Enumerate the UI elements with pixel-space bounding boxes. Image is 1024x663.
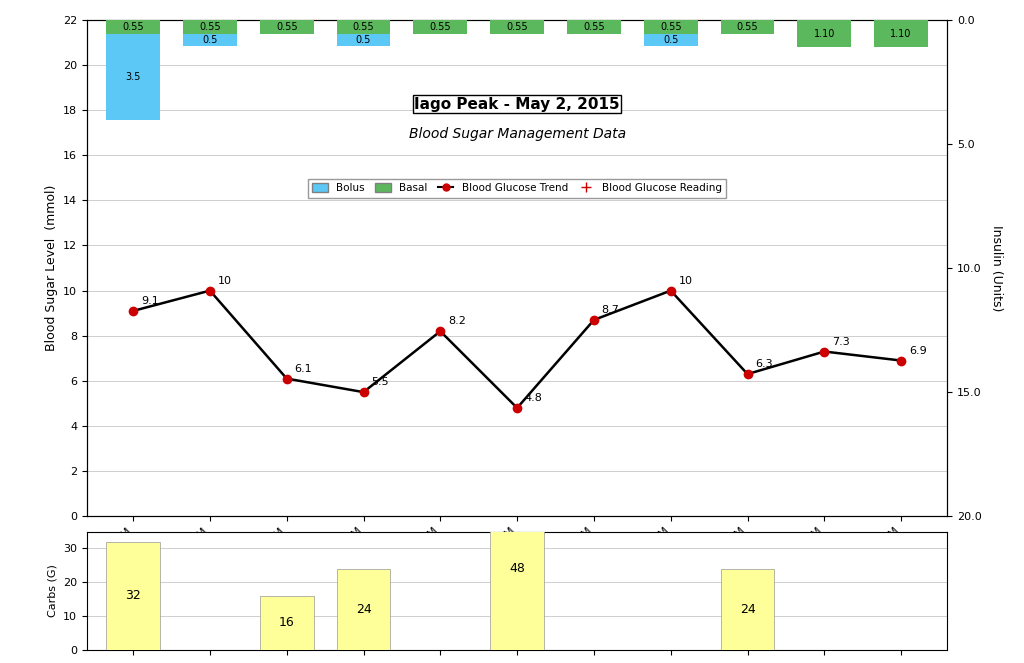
Text: Iago Peak - May 2, 2015: Iago Peak - May 2, 2015: [415, 97, 620, 112]
Text: 32: 32: [125, 589, 141, 602]
Text: 8.7: 8.7: [602, 305, 620, 315]
Bar: [490, 20, 544, 34]
Text: 6.1: 6.1: [295, 364, 312, 374]
Text: 7.3: 7.3: [833, 337, 850, 347]
Text: 0.5: 0.5: [663, 34, 679, 44]
Bar: [874, 20, 928, 47]
Bar: [337, 34, 390, 46]
Y-axis label: Insulin (Units): Insulin (Units): [989, 225, 1002, 311]
Legend: Bolus, Basal, Blood Glucose Trend, Blood Glucose Reading: Bolus, Basal, Blood Glucose Trend, Blood…: [308, 179, 726, 198]
Y-axis label: Blood Sugar Level  (mmol): Blood Sugar Level (mmol): [44, 185, 57, 351]
Bar: [798, 20, 851, 47]
Text: 0.55: 0.55: [736, 22, 759, 32]
Text: Blood Sugar Management Data: Blood Sugar Management Data: [409, 127, 626, 141]
Text: 0.55: 0.55: [122, 22, 144, 32]
Text: 16: 16: [279, 616, 295, 629]
Text: 8.2: 8.2: [449, 316, 466, 326]
Bar: [106, 34, 160, 121]
Bar: [414, 20, 467, 34]
Text: 0.55: 0.55: [199, 22, 221, 32]
Text: 4.8: 4.8: [524, 393, 543, 403]
Text: 0.55: 0.55: [659, 22, 682, 32]
Bar: [106, 20, 160, 34]
Bar: [337, 569, 390, 650]
Text: 24: 24: [355, 603, 372, 616]
Text: 48: 48: [509, 562, 525, 575]
Text: 6.3: 6.3: [756, 359, 773, 369]
Text: 5.5: 5.5: [372, 377, 389, 387]
Text: 10: 10: [218, 276, 231, 286]
Text: 24: 24: [739, 603, 756, 616]
Text: 0.55: 0.55: [506, 22, 528, 32]
Text: 3.5: 3.5: [125, 72, 141, 82]
Y-axis label: Carbs (G): Carbs (G): [48, 564, 57, 617]
Bar: [644, 20, 697, 34]
Bar: [567, 20, 621, 34]
Bar: [337, 20, 390, 34]
Bar: [260, 596, 313, 650]
Text: 1.10: 1.10: [891, 29, 911, 38]
Text: 0.55: 0.55: [429, 22, 452, 32]
Text: 0.55: 0.55: [583, 22, 605, 32]
Bar: [721, 20, 774, 34]
Text: 10: 10: [679, 276, 692, 286]
Text: 6.9: 6.9: [909, 346, 927, 356]
Text: 0.55: 0.55: [275, 22, 298, 32]
Bar: [644, 34, 697, 46]
Bar: [106, 542, 160, 650]
Bar: [721, 569, 774, 650]
Bar: [490, 488, 544, 650]
Bar: [260, 20, 313, 34]
Text: 9.1: 9.1: [141, 296, 159, 306]
Bar: [183, 20, 237, 34]
Text: 0.5: 0.5: [202, 34, 218, 44]
Bar: [183, 34, 237, 46]
Text: 1.10: 1.10: [814, 29, 835, 38]
Text: 0.55: 0.55: [352, 22, 375, 32]
Text: 0.5: 0.5: [355, 34, 372, 44]
